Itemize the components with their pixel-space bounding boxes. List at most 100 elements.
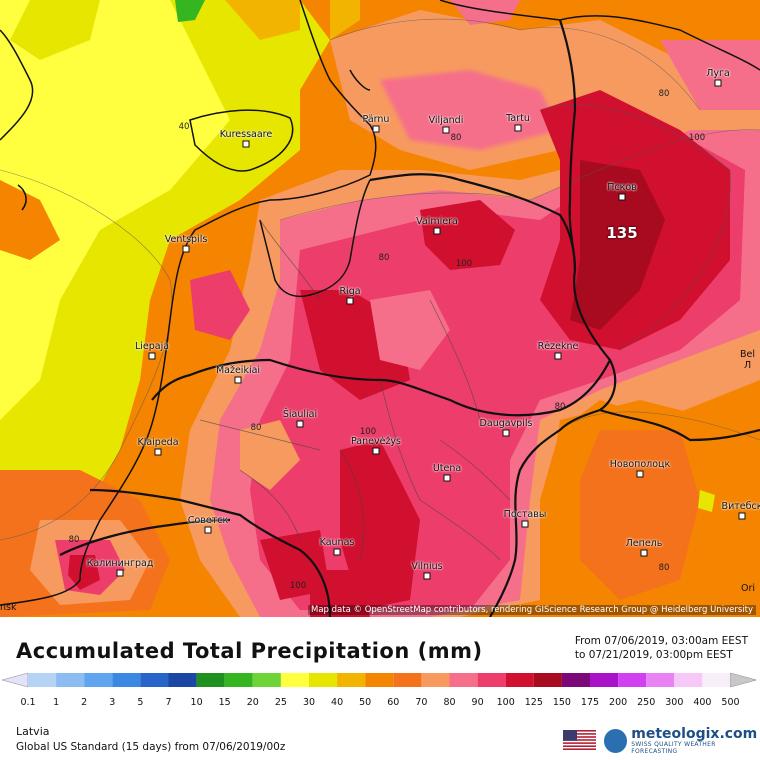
model-label: Global US Standard (15 days) from 07/06/… (16, 741, 286, 753)
scale-tick-label: 5 (137, 697, 144, 708)
scale-tick-label: 2 (81, 697, 88, 708)
scale-swatch (674, 673, 703, 687)
scale-swatch (84, 673, 113, 687)
scale-tick-label: 250 (637, 697, 656, 708)
city-label[interactable]: Kaunas (319, 537, 355, 548)
logo-name: meteologix.com (631, 726, 758, 742)
city-marker (714, 79, 722, 87)
city-marker (333, 548, 341, 556)
legend-panel: Accumulated Total Precipitation (mm) Fro… (0, 617, 760, 760)
scale-swatch (421, 673, 450, 687)
scale-min-arrow (1, 672, 29, 688)
city-label[interactable]: Viljandi (428, 115, 464, 126)
city-label[interactable]: Panevėžys (350, 436, 402, 447)
scale-tick-label: 20 (246, 697, 259, 708)
contour-label: 80 (68, 535, 80, 545)
scale-swatch (505, 673, 534, 687)
map-attribution: Map data © OpenStreetMap contributors, r… (308, 605, 756, 615)
scale-tick-label: 30 (302, 697, 316, 708)
city-label[interactable]: Лепель (625, 538, 663, 549)
scale-tick-label: 300 (665, 697, 684, 708)
city-marker (738, 512, 746, 520)
city-label[interactable]: Liepaja (134, 341, 170, 352)
city-marker (442, 126, 450, 134)
edge-place-label: nsk (0, 602, 17, 613)
scale-max-arrow (730, 672, 758, 688)
color-scale (1, 672, 758, 688)
scale-tick-label: 25 (274, 697, 287, 708)
scale-swatch (702, 673, 731, 687)
city-label[interactable]: Klaipeda (137, 437, 179, 448)
city-label[interactable]: Советск (187, 515, 229, 526)
scale-swatch (309, 673, 338, 687)
city-label[interactable]: Ventspils (164, 234, 208, 245)
city-marker (554, 352, 562, 360)
city-label[interactable]: Новополоцк (609, 459, 671, 470)
city-marker (116, 569, 124, 577)
meteologix-logo-icon (604, 729, 628, 753)
scale-tick-label: 175 (580, 697, 600, 708)
city-label[interactable]: Riga (339, 286, 361, 297)
contour-label: 80 (658, 89, 670, 99)
scale-swatch (477, 673, 506, 687)
scale-tick-label: 125 (524, 697, 543, 708)
city-marker (372, 447, 380, 455)
scale-swatch (646, 673, 675, 687)
scale-swatch (224, 673, 253, 687)
city-marker (234, 376, 242, 384)
city-label[interactable]: Valmiera (416, 216, 458, 227)
city-marker (148, 352, 156, 360)
edge-place-label: Bel (740, 349, 756, 360)
city-marker (502, 429, 510, 437)
city-marker (372, 125, 380, 133)
scale-swatch (533, 673, 562, 687)
scale-tick-label: 3 (109, 697, 116, 708)
precipitation-map[interactable]: Kuressaare Pärnu Viljandi Tartu Ventspils Val… (0, 0, 760, 617)
scale-tick-label: 90 (471, 697, 484, 708)
scale-tick-label: 400 (693, 697, 712, 708)
region-label: Latvia (16, 725, 50, 738)
scale-swatch (393, 673, 422, 687)
city-marker (640, 549, 648, 557)
scale-tick-label: 100 (496, 697, 515, 708)
city-label[interactable]: Tartu (506, 113, 530, 124)
scale-swatch (449, 673, 478, 687)
scale-tick-label: 15 (218, 697, 231, 708)
scale-tick-label: 40 (331, 697, 344, 708)
city-marker (443, 474, 451, 482)
city-marker (204, 526, 212, 534)
city-marker (182, 245, 190, 253)
city-marker (346, 297, 354, 305)
city-label[interactable]: Pärnu (362, 114, 390, 125)
city-label[interactable]: Калининград (86, 558, 154, 569)
us-flag-icon (563, 730, 596, 750)
city-label[interactable]: Daugavpils (479, 418, 533, 429)
city-label[interactable]: Šiauliai (282, 409, 318, 420)
city-marker (433, 227, 441, 235)
scale-tick-label: 150 (552, 697, 571, 708)
city-marker (636, 470, 644, 478)
scale-swatch (140, 673, 169, 687)
time-range: From 07/06/2019, 03:00am EEST to 07/21/2… (575, 634, 748, 662)
city-label[interactable]: Vilnius (411, 561, 443, 572)
contour-label: 80 (658, 563, 670, 573)
city-label[interactable]: Kuressaare (219, 129, 273, 140)
contour-label: 100 (359, 427, 377, 437)
city-label[interactable]: Mažeikiai (215, 365, 261, 376)
scale-swatch (56, 673, 85, 687)
contour-label: 40 (178, 122, 190, 132)
city-marker (296, 420, 304, 428)
contour-label: 80 (554, 402, 566, 412)
scale-tick-label: 500 (721, 697, 740, 708)
scale-swatch (28, 673, 57, 687)
scale-swatch (337, 673, 366, 687)
city-label[interactable]: Поставы (503, 509, 547, 520)
city-label[interactable]: Луга (706, 68, 730, 79)
city-label[interactable]: Utena (432, 463, 462, 474)
city-label[interactable]: Витебск (721, 501, 760, 512)
meteologix-logo[interactable]: meteologix.com SWISS QUALITY WEATHER FOR… (604, 727, 760, 755)
city-label[interactable]: Rēzekne (537, 341, 579, 352)
contour-label: 100 (688, 133, 706, 143)
city-marker (423, 572, 431, 580)
city-label[interactable]: Псков (607, 182, 637, 193)
